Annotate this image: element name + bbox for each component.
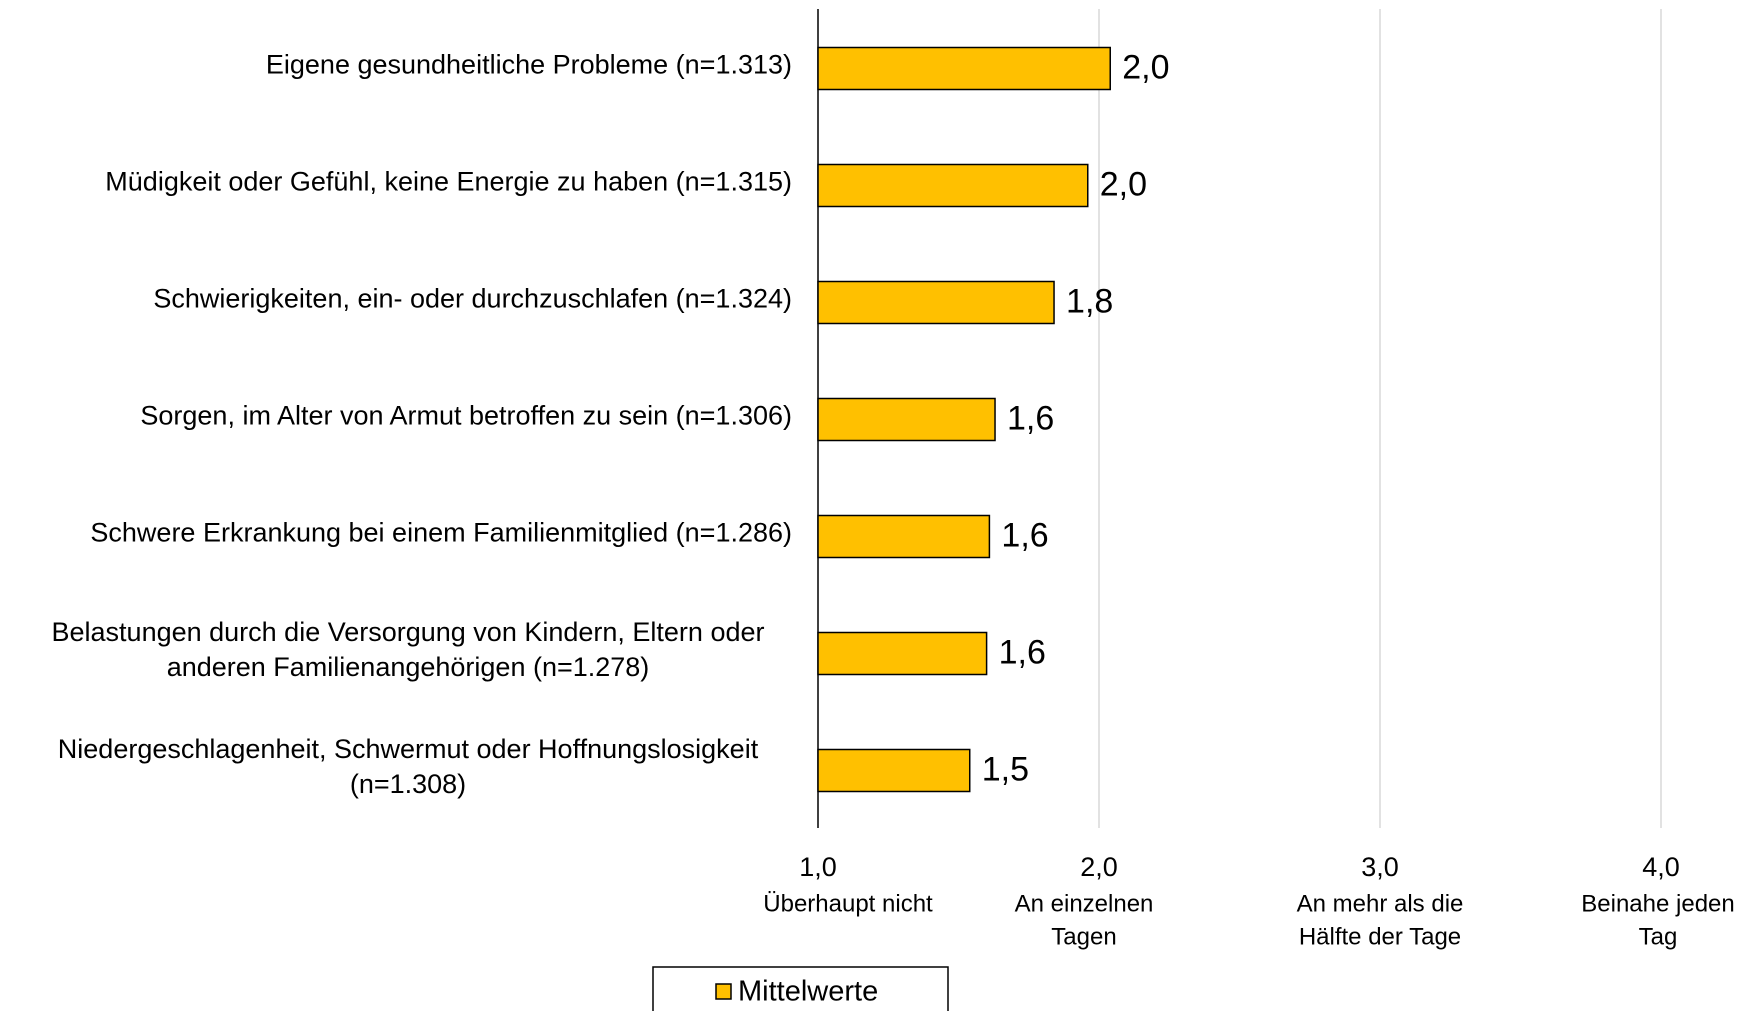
x-tick-label: 4,0	[1642, 852, 1680, 882]
x-tick-description: Hälfte der Tage	[1299, 923, 1461, 950]
y-tick-label: anderen Familienangehörigen (n=1.278)	[167, 652, 650, 682]
y-tick-label: Belastungen durch die Versorgung von Kin…	[52, 617, 765, 647]
x-tick-description: Tagen	[1051, 923, 1116, 950]
y-tick-label: Sorgen, im Alter von Armut betroffen zu …	[140, 401, 792, 431]
x-tick-description: An mehr als die	[1297, 890, 1464, 917]
y-tick-label: Müdigkeit oder Gefühl, keine Energie zu …	[105, 167, 792, 197]
legend-label: Mittelwerte	[738, 976, 878, 1008]
y-tick-label: Eigene gesundheitliche Probleme (n=1.313…	[266, 50, 792, 80]
legend-swatch	[715, 983, 732, 1000]
value-label: 1,6	[999, 633, 1046, 671]
bar	[817, 46, 1111, 91]
x-tick-label: 1,0	[799, 852, 837, 882]
value-label: 1,5	[982, 750, 1029, 788]
x-tick-description: An einzelnen	[1015, 890, 1154, 917]
bar	[817, 631, 988, 676]
y-tick-label: Schwere Erkrankung bei einem Familienmit…	[90, 518, 792, 548]
x-tick-description: Beinahe jeden	[1581, 890, 1734, 917]
value-label: 1,8	[1066, 282, 1113, 320]
value-label: 2,0	[1100, 165, 1147, 203]
legend-box	[652, 966, 949, 1011]
x-tick-label: 2,0	[1080, 852, 1118, 882]
value-label: 1,6	[1001, 516, 1048, 554]
bar	[817, 280, 1055, 325]
y-tick-label: (n=1.308)	[350, 769, 466, 799]
bar	[817, 748, 971, 793]
bar	[817, 163, 1089, 208]
x-tick-description: Tag	[1639, 923, 1678, 950]
y-tick-label: Niedergeschlagenheit, Schwermut oder Hof…	[58, 734, 759, 764]
value-label: 2,0	[1122, 48, 1169, 86]
y-tick-label: Schwierigkeiten, ein- oder durchzuschlaf…	[153, 284, 792, 314]
value-label: 1,6	[1007, 399, 1054, 437]
x-tick-description: Überhaupt nicht	[763, 890, 933, 917]
x-tick-label: 3,0	[1361, 852, 1399, 882]
bar	[817, 514, 991, 559]
bar	[817, 397, 996, 442]
